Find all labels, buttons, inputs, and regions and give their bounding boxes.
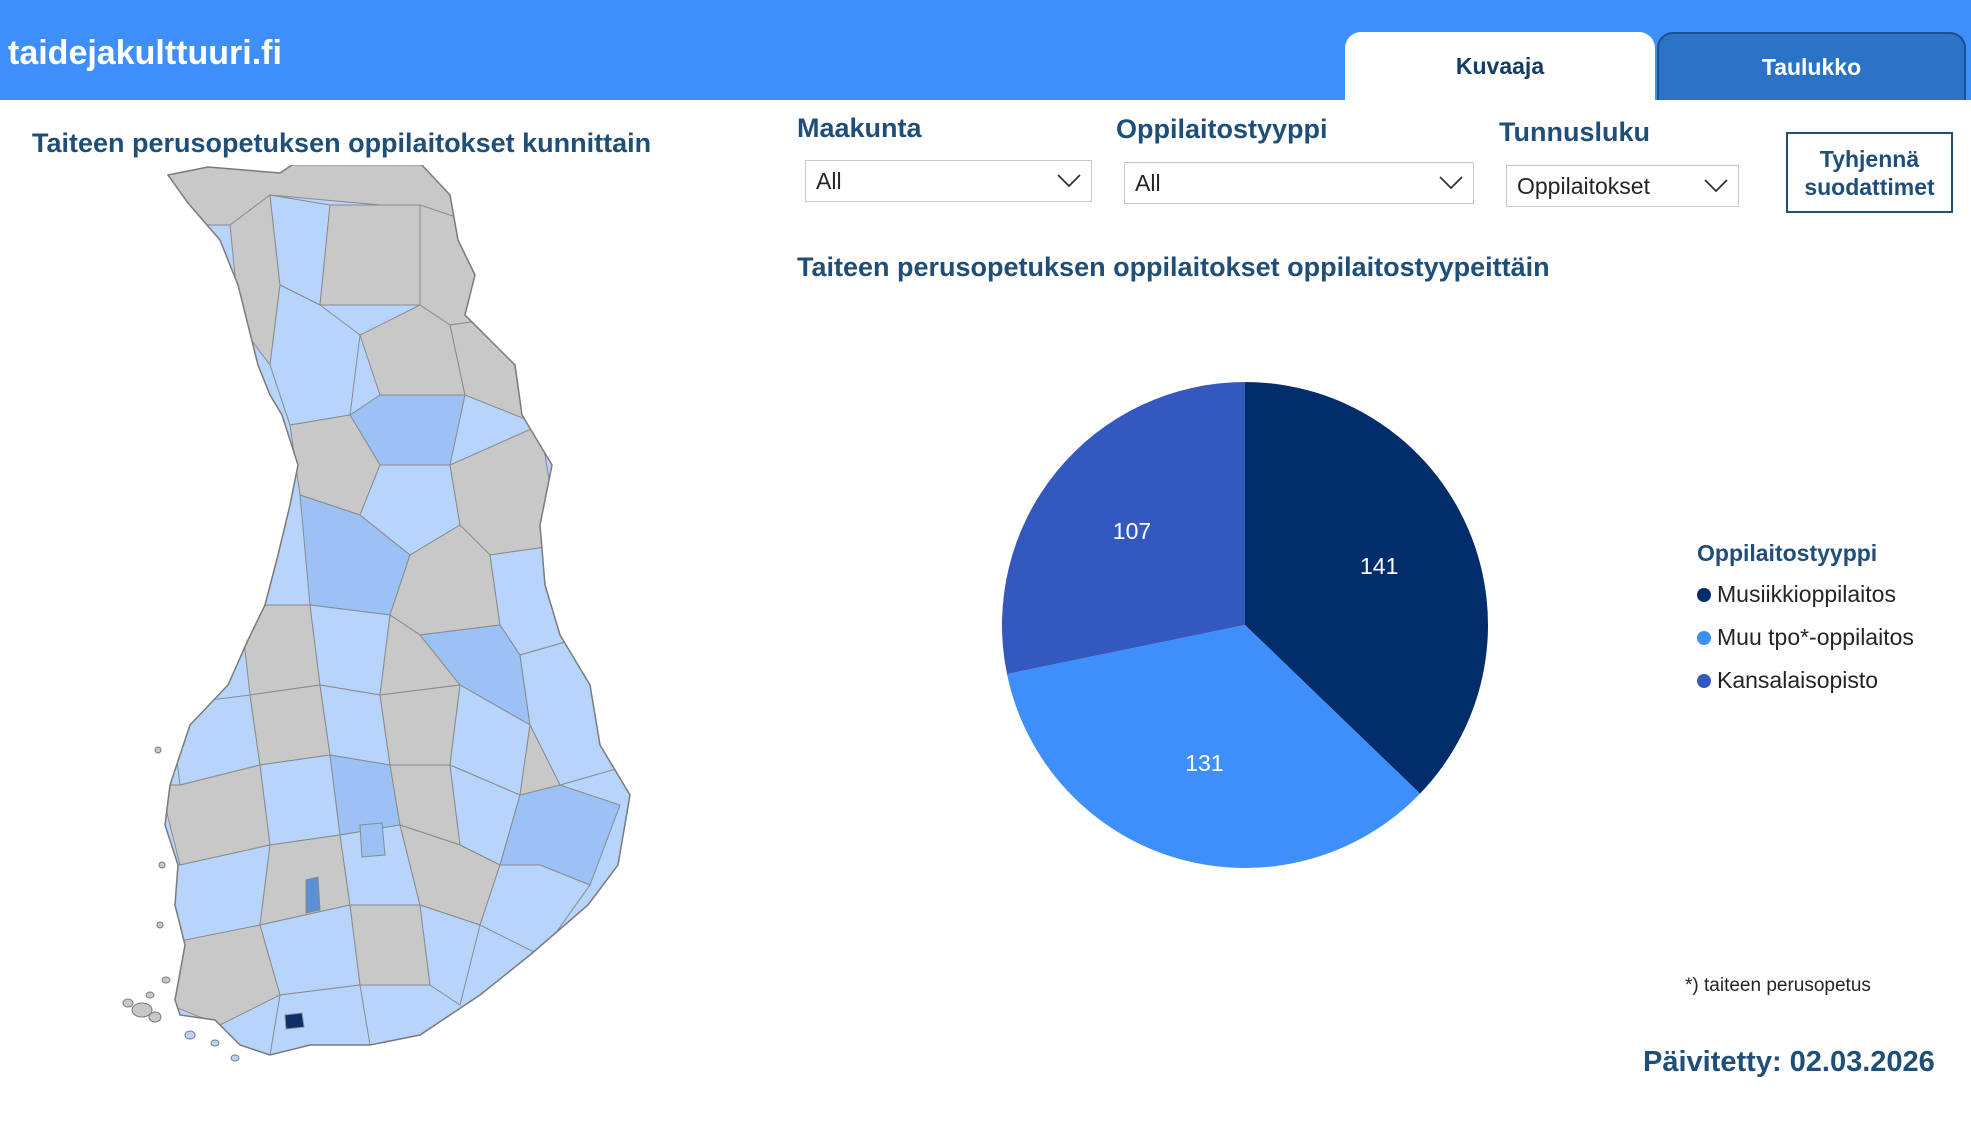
legend-swatch [1697,587,1711,602]
tunnusluku-dropdown[interactable]: Oppilaitokset [1506,165,1739,207]
oppilaitostyyppi-dropdown[interactable]: All [1124,162,1474,204]
tab-kuvaaja[interactable]: Kuvaaja [1345,32,1655,100]
legend-item-muu-tpo[interactable]: Muu tpo*-oppilaitos [1697,616,1914,659]
oppilaitostyyppi-value: All [1135,169,1161,196]
chevron-down-icon [1704,179,1728,193]
legend-title: Oppilaitostyyppi [1697,540,1878,566]
legend-swatch [1697,673,1711,688]
filter-label-maakunta: Maakunta [797,113,922,143]
map-svg[interactable] [120,162,660,1065]
map-title: Taiteen perusopetuksen oppilaitokset kun… [32,128,652,158]
map-regions [165,164,630,1055]
chevron-down-icon [1439,176,1463,190]
legend-label: Muu tpo*-oppilaitos [1717,624,1914,650]
legend-label: Kansalaisopisto [1717,667,1879,693]
footnote: *) taiteen perusopetus [1685,975,1871,996]
tunnusluku-value: Oppilaitokset [1517,172,1650,199]
pie-data-label: 141 [1360,553,1398,579]
tab-taulukko[interactable]: Taulukko [1657,32,1966,100]
pie-slice-musiikkioppilaitos[interactable] [1245,382,1488,794]
legend-item-kansalaisopisto[interactable]: Kansalaisopisto [1697,659,1914,702]
archipelago-islands [122,746,171,1023]
filter-label-tunnusluku: Tunnusluku [1499,117,1650,147]
maakunta-value: All [816,167,842,194]
pie-slice-kansalaisopisto[interactable] [1002,382,1245,675]
maakunta-dropdown[interactable]: All [805,160,1092,202]
pie-data-label: 107 [1113,518,1151,544]
pie-chart-svg[interactable]: 141 131 107 [990,370,1500,880]
filter-label-oppilaitostyyppi: Oppilaitostyyppi [1116,114,1328,144]
pie-slice-muu-tpo-oppilaitos[interactable] [1006,625,1421,868]
pie-chart[interactable]: 141 131 107 [990,370,1500,880]
chevron-down-icon [1057,174,1081,188]
clear-filters-button[interactable]: Tyhjennä suodattimet [1786,132,1953,213]
legend-swatch [1697,630,1711,645]
pie-legend: Oppilaitostyyppi Musiikkioppilaitos Muu … [1697,540,1914,702]
updated-date: Päivitetty: 02.03.2026 [1643,1046,1935,1078]
legend-item-musiikkioppilaitos[interactable]: Musiikkioppilaitos [1697,573,1914,616]
finland-municipality-map[interactable] [120,162,660,1065]
pie-data-label: 131 [1185,750,1223,776]
site-title[interactable]: taidejakulttuuri.fi [8,34,282,72]
legend-label: Musiikkioppilaitos [1717,581,1896,607]
pie-chart-title: Taiteen perusopetuksen oppilaitokset opp… [797,252,1550,282]
top-header-bar: taidejakulttuuri.fi Kuvaaja Taulukko [0,0,1971,100]
